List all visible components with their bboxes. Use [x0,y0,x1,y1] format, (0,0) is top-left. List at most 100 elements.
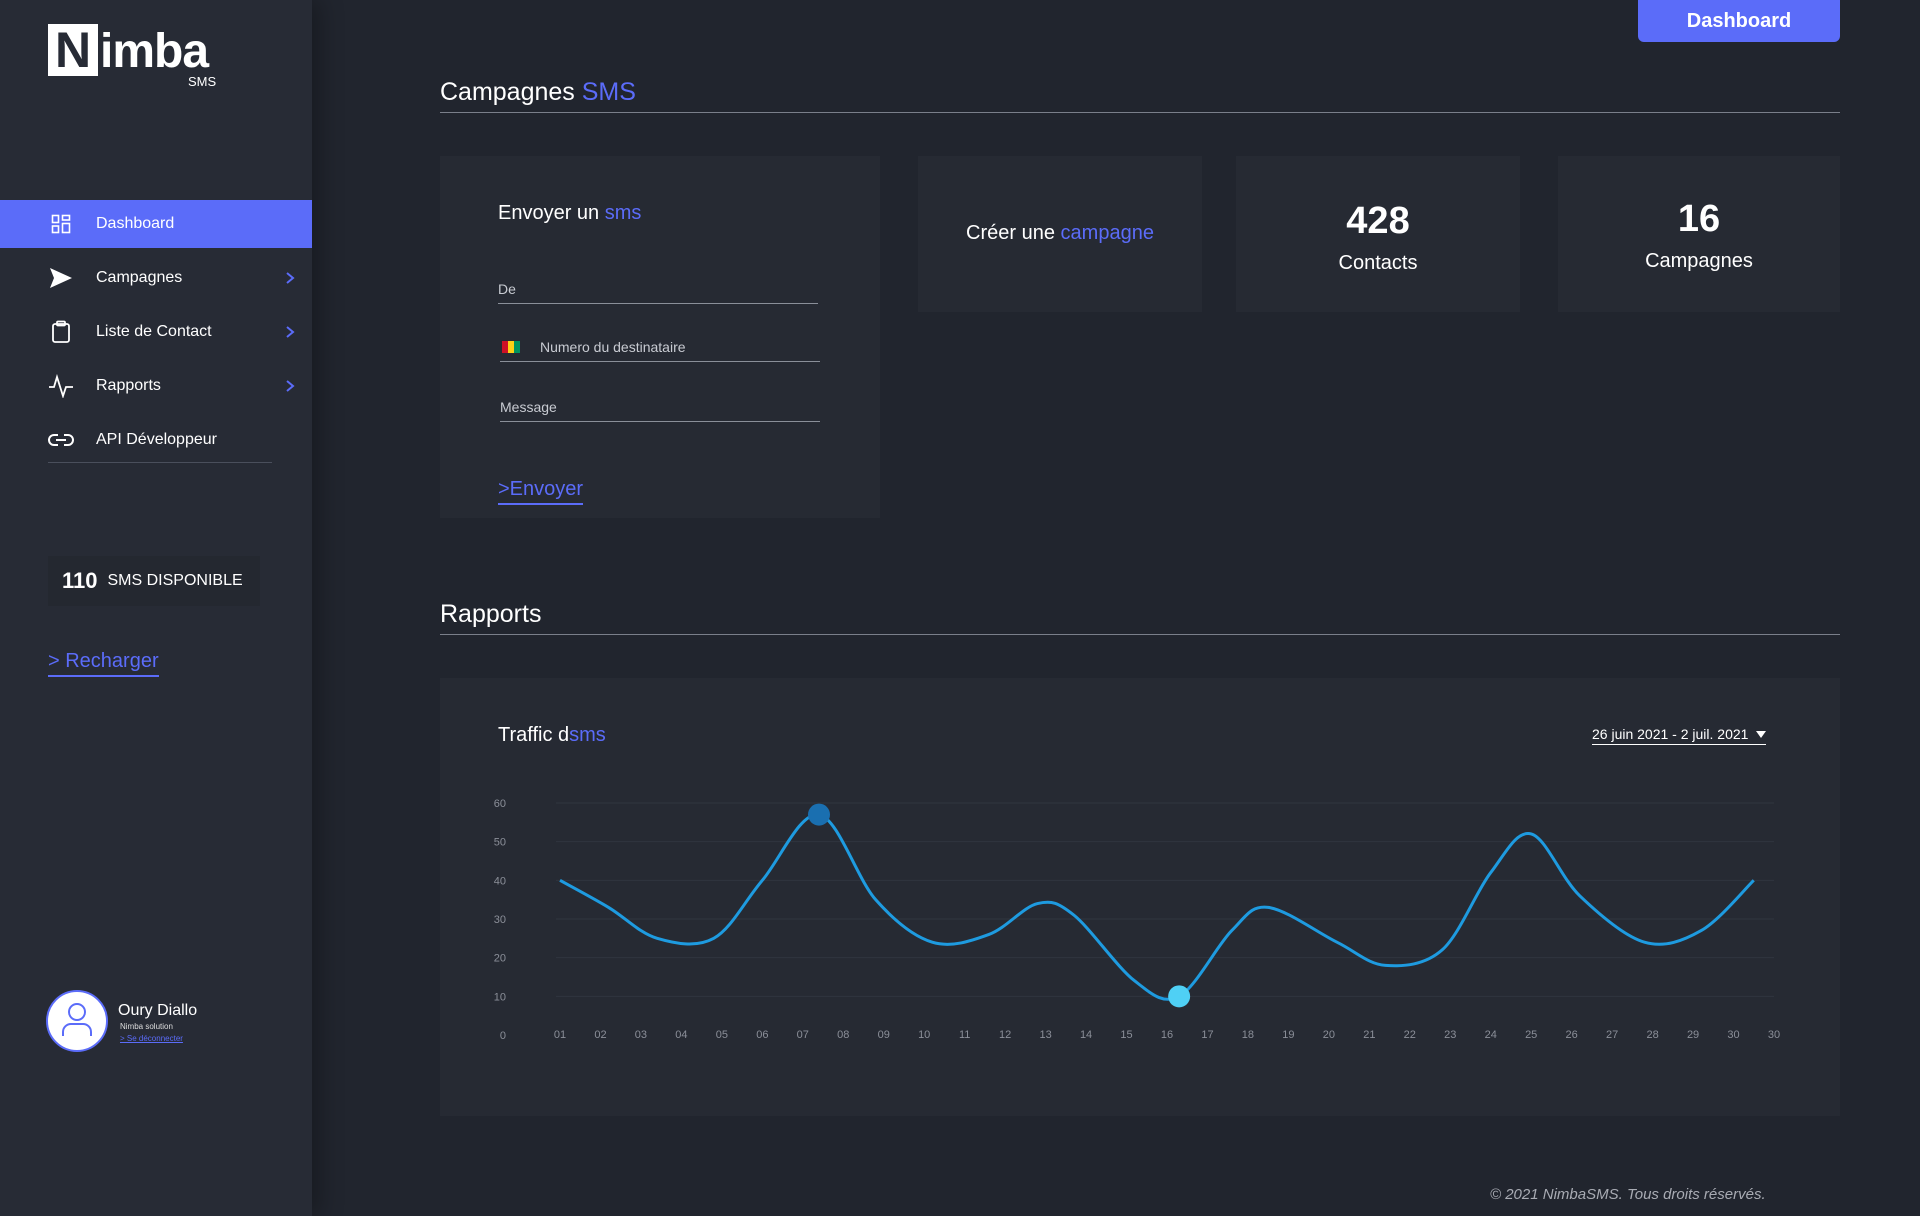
chevron-right-icon[interactable] [280,320,300,344]
send-button[interactable]: >Envoyer [498,478,584,505]
user-icon [60,1001,94,1042]
x-tick-label: 19 [1282,1029,1294,1041]
footer-copyright: © 2021 NimbaSMS. Tous droits réservés. [1490,1186,1766,1203]
campaigns-stat-card: 16 Campagnes [1558,156,1840,312]
x-tick-label: 12 [999,1029,1011,1041]
campaigns-section-title: Campagnes SMS [440,78,636,107]
send-sms-card: Envoyer un sms De Numero du destinataire… [440,156,880,518]
date-range-dropdown[interactable]: 26 juin 2021 - 2 juil. 2021 [1592,726,1767,745]
x-tick-label: 15 [1120,1029,1132,1041]
sidebar-item-label: API Développeur [96,431,217,448]
x-tick-label: 20 [1323,1029,1335,1041]
sidebar-item-api[interactable]: API Développeur [0,416,312,464]
x-tick-label: 23 [1444,1029,1456,1041]
reports-section-title: Rapports [440,600,542,628]
sms-label: SMS DISPONIBLE [107,572,243,589]
recharge-link[interactable]: > Recharger [48,650,159,677]
x-tick-label: 30 [1727,1029,1739,1041]
user-name: Oury Diallo [118,1002,198,1019]
x-tick-label: 05 [716,1029,728,1041]
contacts-label: Contacts [1338,252,1418,274]
y-tick-label: 30 [494,914,506,926]
x-tick-label: 11 [959,1029,970,1041]
campaigns-label: Campagnes [1645,250,1753,272]
x-tick-label: 18 [1242,1029,1254,1041]
activity-icon [48,373,74,399]
campaigns-title-main: Campagnes [440,78,582,106]
sms-balance: 110 SMS DISPONIBLE [48,556,260,606]
chevron-right-icon[interactable] [280,374,300,398]
sidebar-item-label: Rapports [96,377,161,394]
traffic-chart-title: Traffic dsms [498,724,606,747]
dashboard-grid-icon [48,211,74,237]
sidebar-nav: Dashboard Campagnes Liste de Contact [0,200,312,470]
traffic-series-line [559,813,1755,1001]
clipboard-icon [48,319,74,345]
x-tick-label: 09 [878,1029,890,1041]
create-campaign-card[interactable]: Créer une campagne [918,156,1202,312]
guinea-flag-icon [502,341,520,353]
x-tick-label: 24 [1485,1029,1497,1041]
x-tick-label: 27 [1606,1029,1618,1041]
message-placeholder: Message [500,399,557,415]
traffic-title-main: Traffic d [498,724,570,746]
sidebar-item-label: Liste de Contact [96,323,212,340]
logo-text: imba [100,25,209,78]
from-field[interactable]: De [498,274,818,304]
logout-link[interactable]: > Se déconnecter [120,1034,183,1043]
send-title-accent: sms [604,202,642,224]
sidebar-item-rapports[interactable]: Rapports [0,362,312,410]
user-org: Nimba solution [120,1022,173,1031]
send-sms-title: Envoyer un sms [498,202,641,225]
highlight-point [807,803,830,826]
send-icon [48,265,74,291]
dashboard-button[interactable]: Dashboard [1638,0,1840,42]
recipient-placeholder: Numero du destinataire [540,339,686,355]
from-placeholder: De [498,281,516,297]
y-tick-label: 40 [494,875,506,887]
nimba-logo[interactable]: N imba SMS [48,24,228,90]
avatar[interactable] [46,990,108,1052]
x-tick-label: 26 [1566,1029,1578,1041]
campaigns-title-accent: SMS [581,78,636,106]
contacts-stat-card: 428 Contacts [1236,156,1520,312]
y-tick-label: 10 [494,991,506,1003]
x-tick-label: 25 [1525,1029,1537,1041]
x-tick-label: 06 [756,1029,768,1041]
sidebar: N imba SMS Dashboard Campagnes Liste de … [0,0,312,1216]
x-tick-label: 04 [675,1029,687,1041]
send-title-main: Envoyer un [498,202,605,224]
caret-down-icon [1756,730,1767,738]
section-divider [440,634,1840,635]
y-tick-label: 60 [494,798,506,810]
sidebar-item-label: Dashboard [96,215,175,232]
logo-letter: N [48,24,98,76]
x-tick-label: 14 [1080,1029,1092,1041]
x-tick-label: 01 [554,1029,566,1041]
create-campaign-accent: campagne [1060,222,1154,244]
highlight-point [1168,985,1191,1008]
recipient-field[interactable]: Numero du destinataire [500,332,820,362]
sidebar-item-campagnes[interactable]: Campagnes [0,254,312,302]
chevron-right-icon[interactable] [280,266,300,290]
campaigns-count: 16 [1677,198,1721,240]
date-range-value: 26 juin 2021 - 2 juil. 2021 [1592,726,1749,742]
y-tick-label: 50 [494,837,506,849]
x-tick-label: 21 [1363,1029,1375,1041]
x-tick-label: 08 [837,1029,849,1041]
message-field[interactable]: Message [500,392,820,422]
logo-subtitle: SMS [188,74,217,89]
x-tick-label: 13 [1039,1029,1051,1041]
section-divider [440,112,1840,113]
x-tick-label: 07 [797,1029,809,1041]
x-tick-label: 02 [594,1029,606,1041]
x-tick-label: 10 [918,1029,930,1041]
sidebar-divider [48,462,272,463]
y-tick-label: 0 [500,1030,506,1042]
sidebar-item-dashboard[interactable]: Dashboard [0,200,312,248]
link-icon [48,427,74,453]
x-tick-label: 30 [1768,1029,1780,1041]
y-tick-label: 20 [494,953,506,965]
traffic-chart-card: Traffic dsms 26 juin 2021 - 2 juil. 2021… [440,678,1840,1116]
sidebar-item-contacts[interactable]: Liste de Contact [0,308,312,356]
